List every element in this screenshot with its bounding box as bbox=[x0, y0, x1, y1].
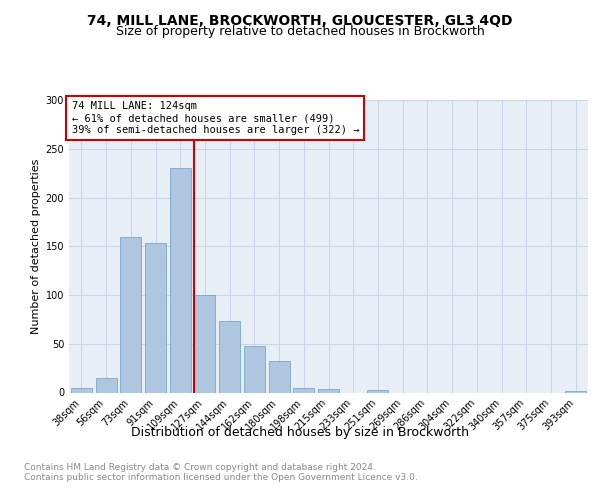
Y-axis label: Number of detached properties: Number of detached properties bbox=[31, 158, 41, 334]
Bar bbox=[367, 390, 388, 392]
Text: 74 MILL LANE: 124sqm
← 61% of detached houses are smaller (499)
39% of semi-deta: 74 MILL LANE: 124sqm ← 61% of detached h… bbox=[71, 102, 359, 134]
Bar bbox=[269, 362, 290, 392]
Bar bbox=[244, 346, 265, 393]
Bar bbox=[293, 388, 314, 392]
Bar bbox=[318, 388, 339, 392]
Bar bbox=[565, 390, 586, 392]
Text: Contains HM Land Registry data © Crown copyright and database right 2024.
Contai: Contains HM Land Registry data © Crown c… bbox=[24, 462, 418, 482]
Bar bbox=[95, 378, 116, 392]
Bar bbox=[219, 322, 240, 392]
Bar bbox=[170, 168, 191, 392]
Text: Size of property relative to detached houses in Brockworth: Size of property relative to detached ho… bbox=[116, 25, 484, 38]
Bar bbox=[71, 388, 92, 392]
Text: Distribution of detached houses by size in Brockworth: Distribution of detached houses by size … bbox=[131, 426, 469, 439]
Bar bbox=[194, 295, 215, 392]
Bar bbox=[145, 244, 166, 392]
Text: 74, MILL LANE, BROCKWORTH, GLOUCESTER, GL3 4QD: 74, MILL LANE, BROCKWORTH, GLOUCESTER, G… bbox=[87, 14, 513, 28]
Bar bbox=[120, 236, 141, 392]
